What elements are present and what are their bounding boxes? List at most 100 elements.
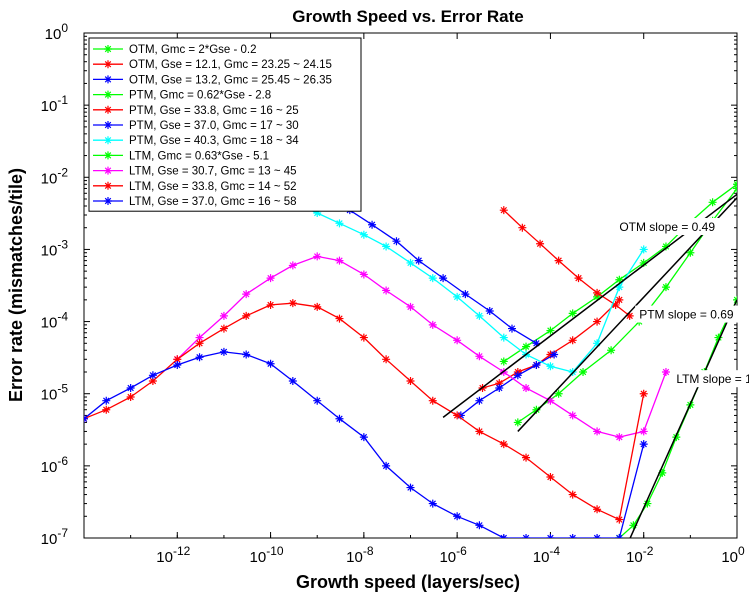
- series-marker: [639, 389, 648, 398]
- series-marker: [475, 521, 484, 530]
- slope-annotation: OTM slope = 0.49: [619, 220, 715, 234]
- series-marker: [368, 220, 377, 229]
- series-marker: [593, 317, 602, 326]
- series-marker: [643, 499, 652, 508]
- series-marker: [428, 274, 437, 283]
- series-marker: [392, 237, 401, 246]
- annotation-bg: [672, 370, 749, 388]
- series-marker: [313, 302, 322, 311]
- series-marker: [382, 286, 391, 295]
- series-marker: [532, 361, 541, 370]
- series-group-0: [499, 180, 737, 366]
- series-marker: [593, 288, 602, 297]
- series-marker: [242, 350, 251, 359]
- series-marker: [104, 136, 112, 145]
- series-marker: [428, 320, 437, 329]
- series-marker: [568, 411, 577, 420]
- series-group-2: [456, 350, 559, 420]
- x-tick-label: 10-6: [439, 544, 467, 566]
- series-marker: [625, 311, 634, 320]
- legend-entry: LTM, Gmc = 0.63*Gse - 5.1: [129, 150, 269, 162]
- series-marker: [615, 515, 624, 524]
- plot-layer: 10-12 10-10 10-8 10-6 10-4 10-2 100 10-7 10-6 10-…: [41, 21, 749, 566]
- series-marker: [104, 105, 112, 114]
- series-marker: [546, 362, 555, 371]
- fit-line-ltm: [629, 299, 737, 538]
- series-marker: [574, 274, 583, 283]
- x-tick-label: 10-4: [533, 544, 561, 566]
- series-marker: [615, 283, 624, 292]
- series-marker: [475, 427, 484, 436]
- series-marker: [513, 418, 522, 427]
- series-marker: [615, 433, 624, 442]
- series-marker: [104, 90, 112, 99]
- series-marker: [266, 274, 275, 283]
- series-marker: [536, 239, 545, 248]
- series-marker: [495, 379, 504, 388]
- series-marker: [499, 440, 508, 449]
- series-marker: [219, 311, 228, 320]
- series-marker: [568, 336, 577, 345]
- series-marker: [104, 121, 112, 129]
- y-axis-label: Error rate (mismatches/tile): [6, 168, 26, 402]
- legend-entry: LTM, Gse = 33.8, Gmc = 14 ~ 52: [129, 181, 297, 193]
- series-marker: [173, 355, 182, 364]
- series-marker: [195, 333, 204, 342]
- series-marker: [219, 324, 228, 333]
- series-group-8: [173, 252, 670, 442]
- series-marker: [359, 333, 368, 342]
- series-marker: [550, 350, 559, 359]
- legend-box: [88, 37, 362, 212]
- legend-entry: PTM, Gse = 37.0, Gmc = 17 ~ 30: [129, 120, 299, 132]
- series-line: [482, 299, 620, 389]
- y-tick-label: 10-6: [41, 454, 69, 476]
- legend-entry: OTM, Gse = 13.2, Gmc = 25.45 ~ 26.35: [129, 74, 332, 86]
- series-line: [176, 255, 667, 438]
- series-marker: [639, 245, 648, 254]
- series-marker: [593, 427, 602, 436]
- chart-title: Growth Speed vs. Error Rate: [292, 7, 523, 26]
- series-marker: [104, 166, 112, 175]
- series-marker: [522, 453, 531, 462]
- y-tick-label: 100: [45, 21, 69, 43]
- series-marker: [453, 411, 462, 420]
- series-marker: [475, 311, 484, 320]
- legend-entry: OTM, Gse = 12.1, Gmc = 23.25 ~ 24.15: [129, 59, 332, 71]
- series-marker: [453, 512, 462, 521]
- series-marker: [513, 371, 522, 380]
- series-marker: [335, 219, 344, 228]
- series-marker: [639, 427, 648, 436]
- series-marker: [382, 355, 391, 364]
- series-marker: [522, 384, 531, 393]
- series-marker: [406, 258, 415, 267]
- slope-annotation: LTM slope = 1.43: [676, 372, 749, 386]
- legend-entry: PTM, Gse = 33.8, Gmc = 16 ~ 25: [129, 105, 299, 117]
- series-marker: [507, 324, 516, 333]
- y-tick-label: 10-3: [41, 237, 69, 259]
- series-marker: [126, 384, 135, 393]
- series-marker: [288, 377, 297, 386]
- series-marker: [148, 377, 157, 386]
- series-marker: [104, 45, 112, 53]
- series-marker: [359, 230, 368, 239]
- x-axis-label: Growth speed (layers/sec): [296, 572, 520, 592]
- x-tick-label: 10-10: [250, 544, 284, 566]
- series-marker: [461, 290, 470, 299]
- series-marker: [288, 261, 297, 270]
- series-marker: [104, 181, 112, 190]
- series-marker: [546, 326, 555, 335]
- series-marker: [661, 283, 670, 292]
- series-marker: [629, 521, 638, 530]
- fit-line-ptm: [517, 197, 737, 432]
- series-marker: [593, 292, 602, 301]
- legend-entry: PTM, Gmc = 0.62*Gse - 2.8: [129, 90, 271, 102]
- slope-annotation: PTM slope = 0.69: [639, 308, 734, 322]
- series-marker: [475, 396, 484, 405]
- series-marker: [428, 396, 437, 405]
- series-marker: [102, 405, 111, 414]
- series-marker: [661, 242, 670, 251]
- y-tick-label: 10-1: [41, 93, 69, 115]
- series-marker: [335, 256, 344, 265]
- series-marker: [658, 468, 667, 477]
- series-marker: [499, 206, 508, 215]
